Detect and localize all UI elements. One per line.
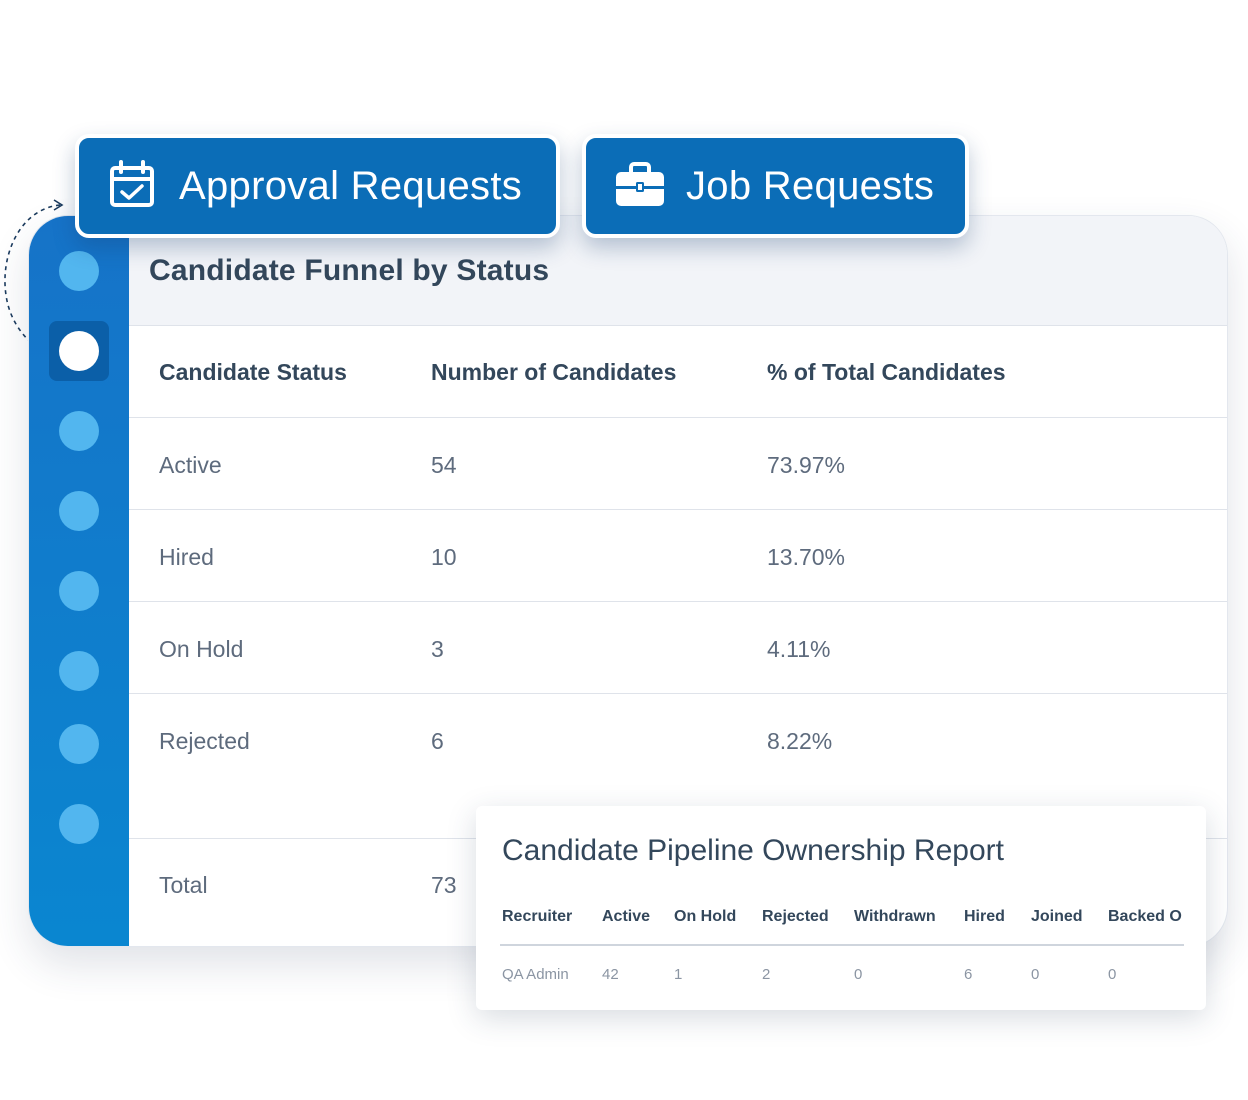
count-cell: 3 [431, 636, 444, 662]
table-row: On Hold 3 4.11% [129, 602, 1227, 694]
table-row: Active 54 73.97% [129, 418, 1227, 510]
percent-cell: 13.70% [767, 544, 846, 570]
table-divider [500, 944, 1184, 946]
job-requests-tab[interactable]: Job Requests [582, 134, 969, 238]
recruiter-cell: QA Admin [502, 966, 569, 983]
table-row: Rejected 6 8.22% [129, 694, 1227, 838]
sidebar [29, 216, 129, 946]
sidebar-nav-item-3[interactable] [59, 411, 99, 451]
sidebar-nav-item-1[interactable] [59, 251, 99, 291]
rejected-cell: 2 [762, 966, 771, 983]
approval-requests-label: Approval Requests [179, 163, 523, 208]
column-header-on-hold[interactable]: On Hold [674, 908, 737, 925]
column-header-recruiter[interactable]: Recruiter [502, 908, 573, 925]
column-header-joined[interactable]: Joined [1031, 908, 1083, 925]
column-header-percent[interactable]: % of Total Candidates [767, 359, 1006, 385]
active-cell: 42 [602, 966, 619, 983]
status-cell: On Hold [159, 636, 244, 662]
total-count: 73 [431, 872, 457, 898]
column-header-backed-out[interactable]: Backed O [1108, 908, 1182, 925]
column-header-rejected[interactable]: Rejected [762, 908, 829, 925]
calendar-check-icon [110, 160, 154, 207]
count-cell: 10 [431, 544, 457, 570]
report-title: Candidate Funnel by Status [149, 254, 550, 287]
table-row: Hired 10 13.70% [129, 510, 1227, 602]
sidebar-nav-item-5[interactable] [59, 571, 99, 611]
backed-out-cell: 0 [1108, 966, 1117, 983]
count-cell: 54 [431, 452, 457, 478]
approval-requests-tab[interactable]: Approval Requests [75, 134, 560, 238]
job-requests-label: Job Requests [686, 163, 935, 208]
column-header-active[interactable]: Active [602, 908, 651, 925]
count-cell: 6 [431, 728, 444, 754]
percent-cell: 73.97% [767, 452, 846, 478]
percent-cell: 4.11% [767, 636, 831, 662]
sidebar-nav-item-4[interactable] [59, 491, 99, 531]
joined-cell: 0 [1031, 966, 1040, 983]
briefcase-icon [616, 162, 664, 206]
pipeline-report-card: Candidate Pipeline Ownership Report Recr… [476, 806, 1206, 1010]
column-header-withdrawn[interactable]: Withdrawn [854, 908, 936, 925]
column-header-count[interactable]: Number of Candidates [431, 359, 677, 385]
column-header-status[interactable]: Candidate Status [159, 359, 347, 385]
on-hold-cell: 1 [674, 966, 683, 983]
funnel-table: Candidate Status Number of Candidates % … [129, 326, 1227, 930]
total-label: Total [159, 872, 208, 898]
column-header-hired[interactable]: Hired [964, 908, 1005, 925]
pipeline-report-title: Candidate Pipeline Ownership Report [502, 834, 1004, 867]
sidebar-nav-item-8[interactable] [59, 804, 99, 844]
status-cell: Active [159, 452, 222, 478]
status-cell: Hired [159, 544, 214, 570]
hired-cell: 6 [964, 966, 973, 983]
withdrawn-cell: 0 [854, 966, 863, 983]
sidebar-nav-item-7[interactable] [59, 724, 99, 764]
table-header-row: Candidate Status Number of Candidates % … [129, 326, 1227, 418]
sidebar-nav-item-6[interactable] [59, 651, 99, 691]
status-cell: Rejected [159, 728, 250, 754]
percent-cell: 8.22% [767, 728, 833, 754]
sidebar-nav-item-active[interactable] [49, 321, 109, 381]
active-dot-icon [59, 331, 99, 371]
